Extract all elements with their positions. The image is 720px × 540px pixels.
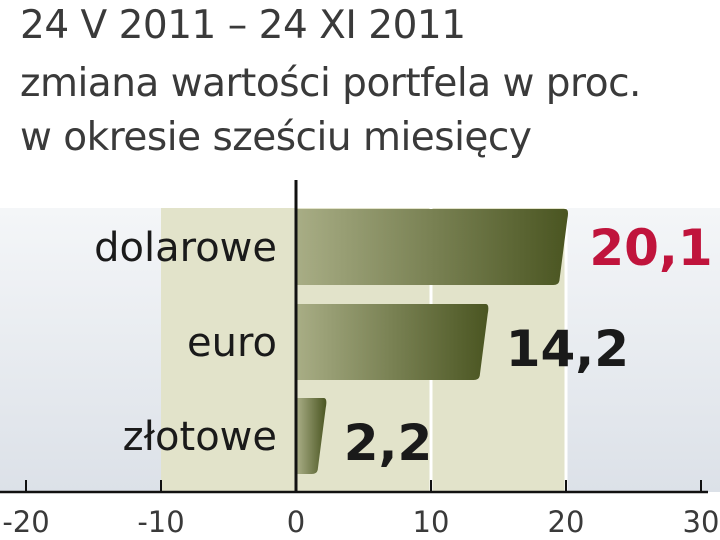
bar	[297, 304, 489, 380]
chart-title-line-2: zmiana wartości portfela w proc.	[20, 61, 641, 106]
chart-title-line-3: w okresie sześciu miesięcy	[20, 115, 532, 160]
x-tick-label: 30	[683, 505, 720, 539]
bar	[297, 398, 327, 474]
x-tick-label: 0	[287, 505, 305, 539]
data-label: 14,2	[506, 320, 629, 378]
x-tick-label: -20	[2, 505, 49, 539]
x-tick-label: -10	[137, 505, 184, 539]
x-tick-label: 20	[548, 505, 585, 539]
category-label: euro	[187, 320, 277, 366]
data-label: 20,1	[589, 219, 712, 277]
x-tick-label: 10	[413, 505, 450, 539]
data-label: 2,2	[344, 414, 433, 472]
category-label: dolarowe	[94, 225, 277, 271]
category-label: złotowe	[123, 414, 277, 460]
bar	[297, 209, 569, 285]
chart-title-line-1: 24 V 2011 – 24 XI 2011	[20, 3, 466, 48]
